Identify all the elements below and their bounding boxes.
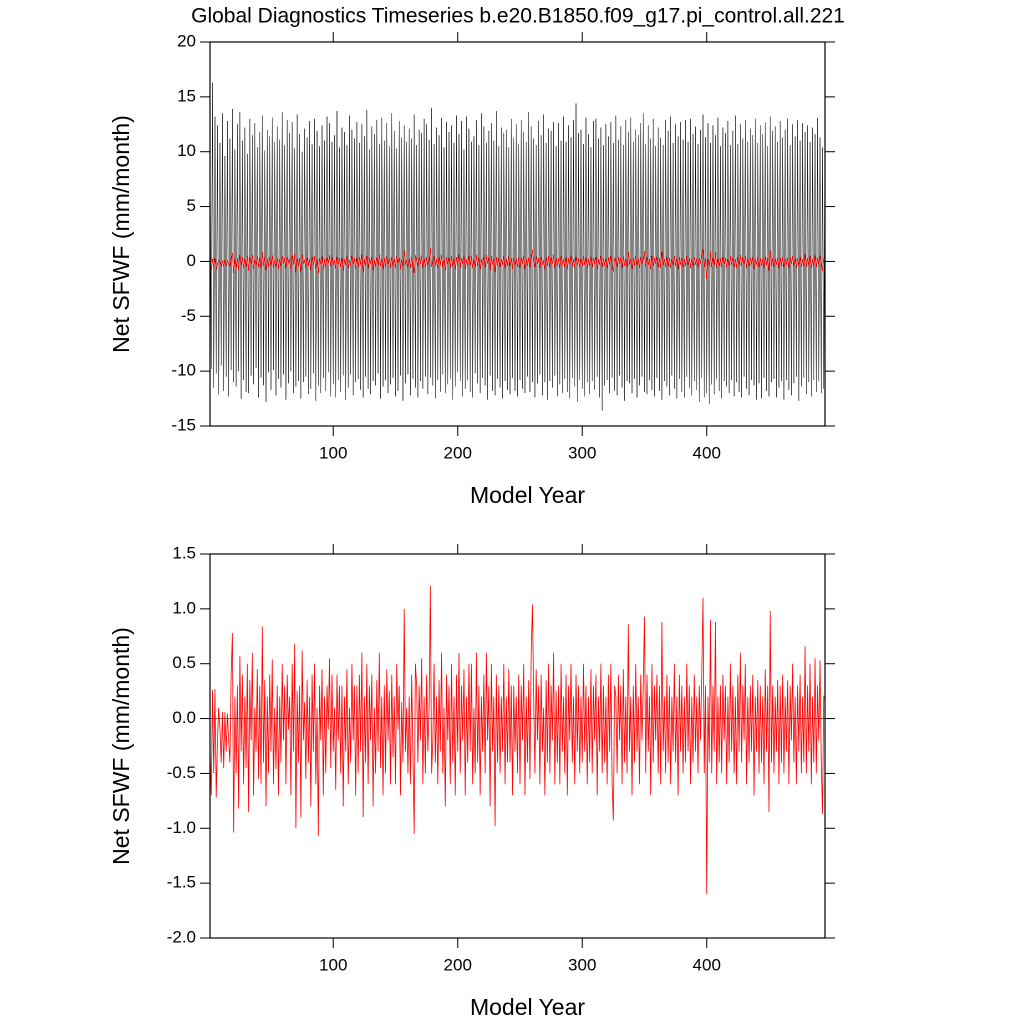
x-tick-label: 400 xyxy=(693,443,721,462)
x-tick-label: 300 xyxy=(568,955,596,974)
y-tick-label: 0.5 xyxy=(172,653,196,672)
x-tick-label: 100 xyxy=(319,955,347,974)
x-tick-label: 400 xyxy=(693,955,721,974)
x-tick-label: 200 xyxy=(444,443,472,462)
y-tick-label: -15 xyxy=(171,415,196,434)
y-tick-label: -10 xyxy=(171,361,196,380)
y-tick-label: 1.5 xyxy=(172,543,196,562)
y-tick-label: -1.0 xyxy=(167,818,196,837)
y-tick-label: -1.5 xyxy=(167,873,196,892)
x-tick-label: 300 xyxy=(568,443,596,462)
y-tick-label: -0.5 xyxy=(167,763,196,782)
y-tick-label: 15 xyxy=(177,86,196,105)
y-axis-label: Net SFWF (mm/month) xyxy=(108,115,134,353)
y-tick-label: -2.0 xyxy=(167,927,196,946)
plot-frame xyxy=(209,41,826,427)
y-tick-label: -5 xyxy=(181,306,196,325)
y-axis-label: Net SFWF (mm/month) xyxy=(108,627,134,865)
y-tick-label: 10 xyxy=(177,141,196,160)
y-tick-label: 0.0 xyxy=(172,708,196,727)
chart-title: Global Diagnostics Timeseries b.e20.B185… xyxy=(191,5,845,28)
x-axis-label: Model Year xyxy=(470,994,585,1020)
series-line xyxy=(209,82,826,411)
series-line xyxy=(209,585,826,895)
x-axis-label: Model Year xyxy=(470,482,585,508)
series-line xyxy=(209,248,826,280)
x-tick-label: 100 xyxy=(319,443,347,462)
y-tick-label: 1.0 xyxy=(172,598,196,617)
y-tick-label: 20 xyxy=(177,31,196,50)
plot-frame xyxy=(209,553,826,939)
y-tick-label: 5 xyxy=(187,196,196,215)
y-tick-label: 0 xyxy=(187,251,196,270)
x-tick-label: 200 xyxy=(444,955,472,974)
